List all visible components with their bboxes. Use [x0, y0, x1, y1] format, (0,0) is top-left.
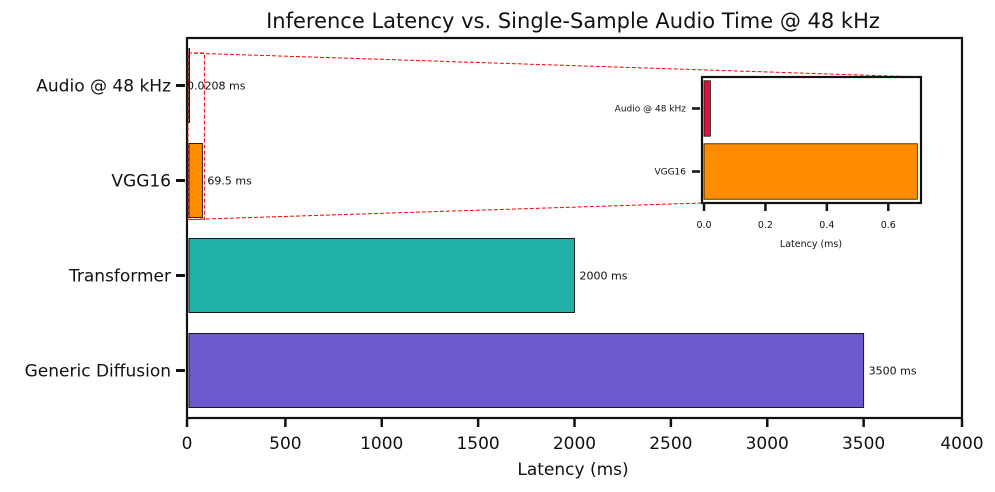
data-label-transformer: 2000 ms: [580, 270, 628, 283]
x-tick-label-3000: 3000: [746, 434, 789, 454]
bar-generic-diffusion: [188, 333, 865, 409]
data-label-generic-diffusion: 3500 ms: [869, 365, 917, 378]
inset-x-tick-label-0.6: 0.6: [881, 220, 896, 231]
data-label-audio-48-khz: 0.0208 ms: [187, 80, 246, 93]
y-tick-label-transformer: Transformer: [68, 267, 171, 287]
y-tick-label-audio-48-khz: Audio @ 48 kHz: [36, 77, 171, 97]
bar-transformer: [188, 237, 575, 313]
inset-y-tick-label-audio-48-khz: Audio @ 48 kHz: [615, 105, 687, 115]
main-axes-frame: [185, 36, 964, 420]
inset-x-axis-label: Latency (ms): [780, 239, 842, 250]
x-tick-label-3500: 3500: [842, 434, 885, 454]
main-bars: [188, 48, 865, 409]
main-y-tick-labels: Audio @ 48 kHz VGG16 Transformer Generic Di…: [25, 77, 185, 382]
x-tick-label-0: 0: [182, 434, 193, 454]
chart-title: Inference Latency vs. Single-Sample Audi…: [266, 9, 880, 33]
inset-bar-vgg16: [703, 143, 918, 200]
inset-x-tick-label-0.0: 0.0: [696, 220, 711, 231]
inset-x-tick-label-0.4: 0.4: [819, 220, 834, 231]
zoom-connector-bottom: [187, 202, 703, 221]
inset-chart: Audio @ 48 kHz VGG16 0.0 0.2 0.4 0.6 Latency…: [615, 75, 923, 250]
bar-audio-48-khz: [188, 48, 190, 123]
inset-bar-audio-48-khz: [703, 80, 711, 137]
bar-vgg16: [188, 142, 203, 218]
data-label-vgg16: 69.5 ms: [207, 175, 252, 188]
inset-bars: [703, 80, 918, 200]
inset-y-tick-labels: Audio @ 48 kHz VGG16: [615, 105, 700, 178]
x-axis-label: Latency (ms): [517, 460, 628, 480]
main-x-ticks: 0 500 1000 1500 2000 2500 3000 3500 4000: [182, 419, 984, 454]
inset-x-ticks: 0.0 0.2 0.4 0.6: [696, 204, 896, 231]
y-tick-label-vgg16: VGG16: [111, 172, 171, 192]
x-tick-label-2500: 2500: [649, 434, 692, 454]
x-tick-label-4000: 4000: [940, 434, 983, 454]
inset-y-tick-label-vgg16: VGG16: [654, 168, 686, 178]
y-tick-label-generic-diffusion: Generic Diffusion: [25, 362, 171, 382]
inset-x-tick-label-0.2: 0.2: [758, 220, 773, 231]
zoom-connector-top: [187, 52, 922, 78]
main-data-labels: 0.0208 ms 69.5 ms 2000 ms 3500 ms: [187, 80, 917, 378]
x-tick-label-2000: 2000: [553, 434, 596, 454]
inset-axes-frame: [700, 75, 923, 205]
x-tick-label-1500: 1500: [456, 434, 499, 454]
x-tick-label-500: 500: [269, 434, 301, 454]
zoom-indicator: [187, 52, 922, 221]
x-tick-label-1000: 1000: [360, 434, 403, 454]
